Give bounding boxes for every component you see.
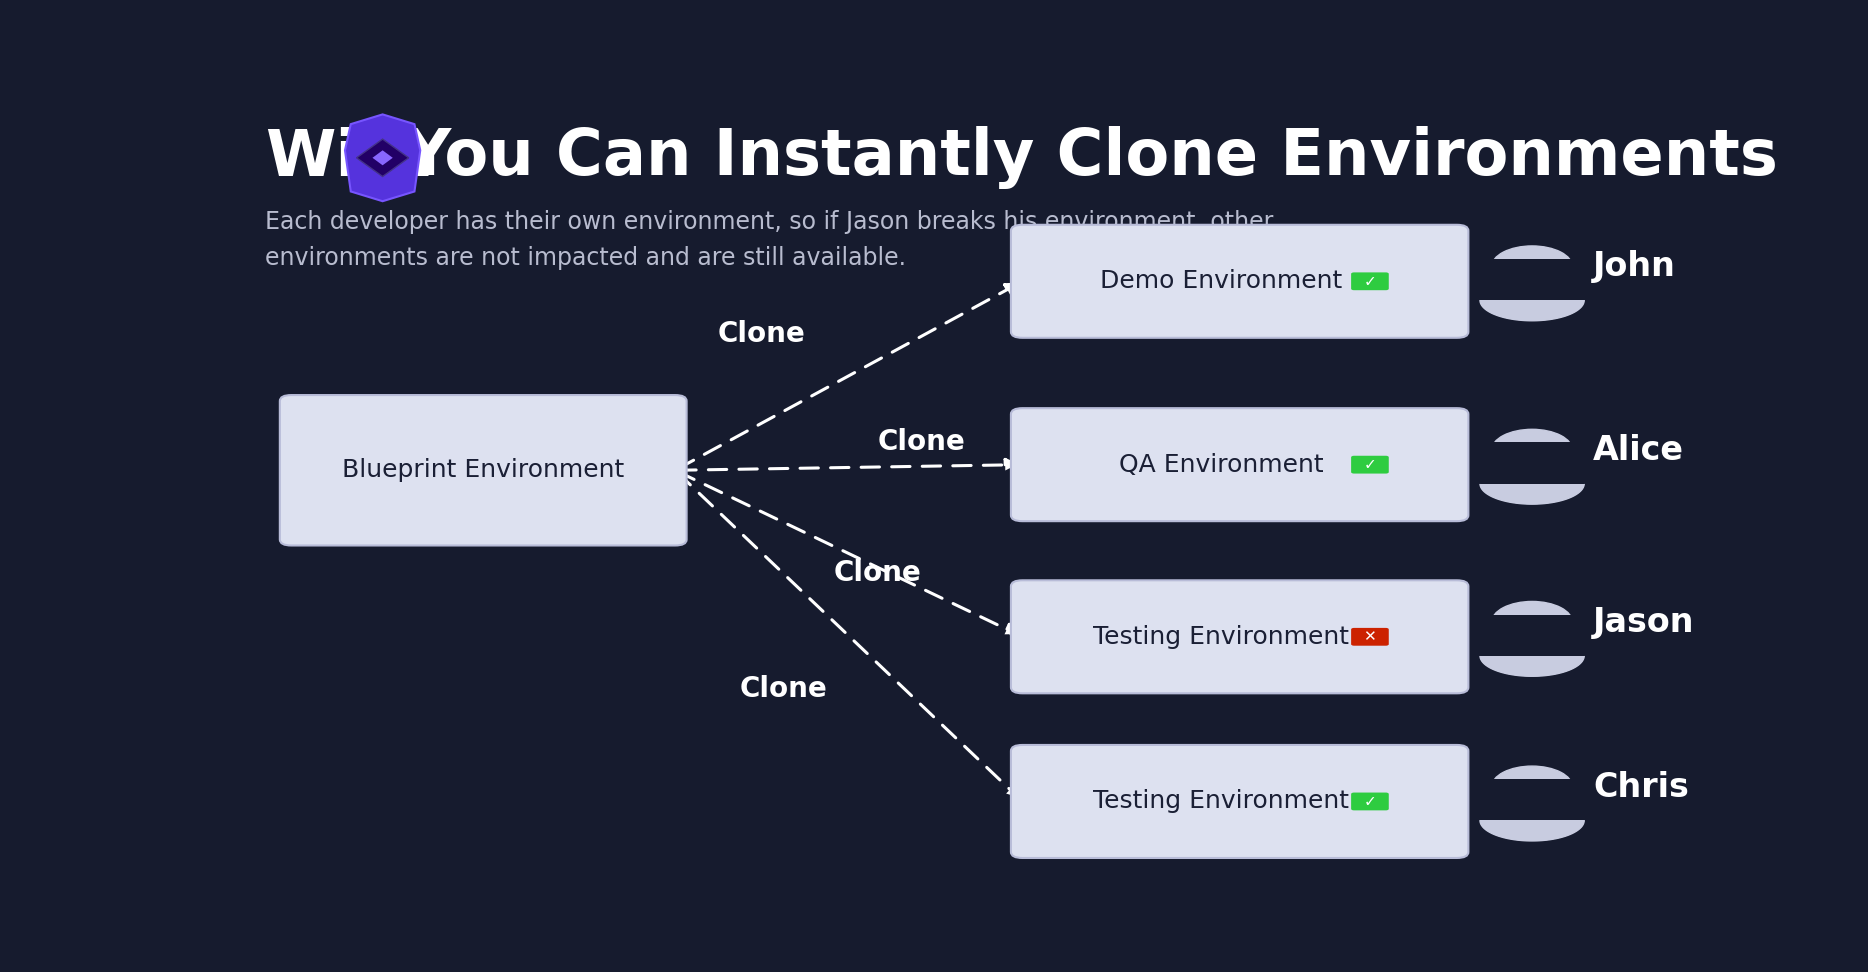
Ellipse shape — [1479, 280, 1584, 321]
Ellipse shape — [1479, 463, 1584, 504]
Text: Testing Environment: Testing Environment — [1093, 625, 1358, 648]
FancyBboxPatch shape — [1011, 225, 1468, 338]
Polygon shape — [372, 151, 392, 165]
Polygon shape — [1479, 656, 1584, 677]
Text: ✓: ✓ — [1364, 274, 1377, 289]
Text: Demo Environment: Demo Environment — [1100, 269, 1351, 294]
Text: ✓: ✓ — [1364, 794, 1377, 809]
Text: Clone: Clone — [740, 676, 828, 703]
Circle shape — [1491, 766, 1573, 808]
FancyBboxPatch shape — [1478, 614, 1588, 656]
FancyBboxPatch shape — [1351, 792, 1388, 811]
Text: ✕: ✕ — [1364, 629, 1377, 644]
Text: Blueprint Environment: Blueprint Environment — [342, 458, 624, 482]
Text: Clone: Clone — [833, 559, 921, 587]
Text: John: John — [1593, 251, 1676, 284]
Text: Alice: Alice — [1593, 434, 1683, 467]
Polygon shape — [1479, 483, 1584, 504]
Text: Jason: Jason — [1593, 606, 1694, 639]
Ellipse shape — [1479, 635, 1584, 677]
FancyBboxPatch shape — [1351, 628, 1388, 645]
Text: Chris: Chris — [1593, 771, 1689, 804]
Circle shape — [1491, 430, 1573, 471]
Polygon shape — [1479, 300, 1584, 321]
Text: Clone: Clone — [717, 320, 805, 348]
Text: With: With — [265, 126, 433, 189]
Polygon shape — [357, 139, 409, 177]
Circle shape — [1491, 246, 1573, 288]
Text: ✓: ✓ — [1364, 457, 1377, 472]
FancyBboxPatch shape — [1011, 580, 1468, 693]
Circle shape — [1491, 602, 1573, 643]
Text: Testing Environment: Testing Environment — [1093, 789, 1358, 814]
Polygon shape — [1479, 820, 1584, 841]
Polygon shape — [346, 115, 420, 201]
FancyBboxPatch shape — [1478, 259, 1588, 300]
FancyBboxPatch shape — [1011, 408, 1468, 521]
FancyBboxPatch shape — [1478, 780, 1588, 820]
FancyBboxPatch shape — [1351, 272, 1388, 291]
Text: You Can Instantly Clone Environments: You Can Instantly Clone Environments — [403, 126, 1778, 190]
Text: QA Environment: QA Environment — [1119, 453, 1332, 476]
FancyBboxPatch shape — [1351, 456, 1388, 473]
FancyBboxPatch shape — [1011, 745, 1468, 858]
Text: Each developer has their own environment, so if Jason breaks his environment, ot: Each developer has their own environment… — [265, 210, 1274, 269]
FancyBboxPatch shape — [280, 395, 687, 545]
Ellipse shape — [1479, 800, 1584, 841]
FancyBboxPatch shape — [1478, 442, 1588, 483]
Text: Clone: Clone — [878, 429, 966, 456]
